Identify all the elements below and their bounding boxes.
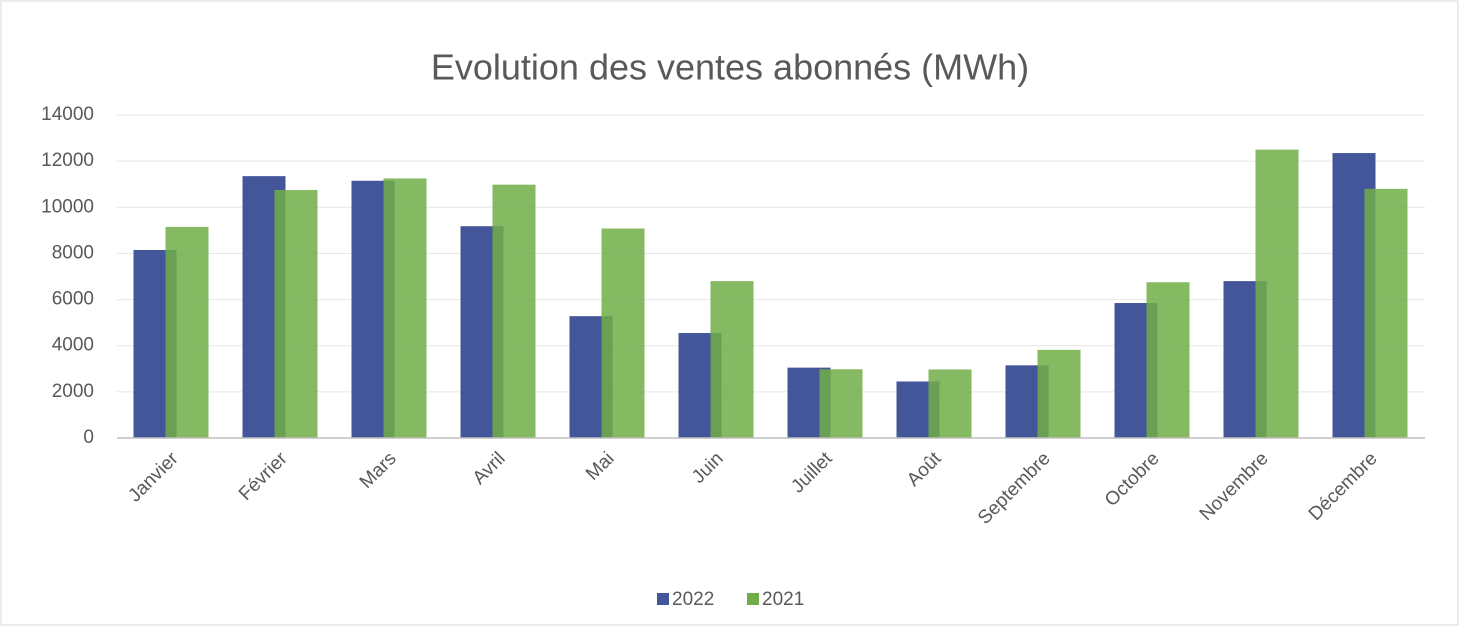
bar <box>710 281 754 438</box>
bar <box>1037 349 1081 438</box>
bar <box>1146 282 1190 438</box>
legend-label: 2021 <box>762 589 804 610</box>
y-tick-label: 6000 <box>52 289 94 310</box>
y-tick-label: 14000 <box>41 104 94 125</box>
legend-swatch <box>657 593 669 605</box>
bar <box>165 226 209 438</box>
bar <box>928 369 972 438</box>
bar <box>819 369 863 438</box>
y-tick-label: 8000 <box>52 242 94 263</box>
bar <box>274 189 318 438</box>
bar <box>383 178 427 439</box>
chart-title: Evolution des ventes abonnés (MWh) <box>431 47 1029 88</box>
legend-label: 2022 <box>672 589 714 610</box>
bar <box>492 184 536 438</box>
y-tick-label: 4000 <box>52 335 94 356</box>
y-tick-label: 2000 <box>52 381 94 402</box>
y-tick-label: 10000 <box>41 196 94 217</box>
bar <box>1364 188 1408 438</box>
y-tick-label: 0 <box>83 427 94 448</box>
legend-swatch <box>747 593 759 605</box>
y-tick-label: 12000 <box>41 150 94 171</box>
bar <box>601 228 645 438</box>
bar <box>1255 149 1299 438</box>
